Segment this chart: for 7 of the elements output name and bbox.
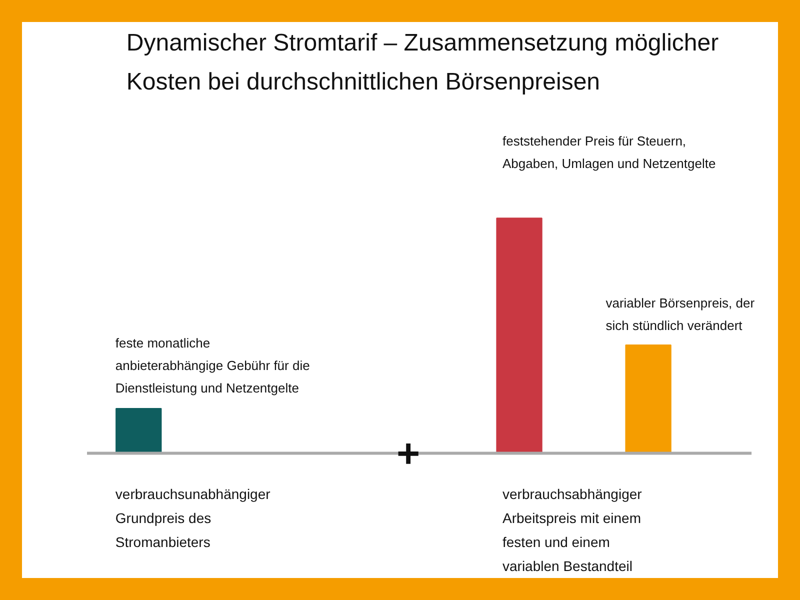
annotation: feste monatliche anbieterabhängige Gebühr für die Dienstleistung und Netzentgelte [115, 336, 310, 396]
annotation: variabler Börsenpreis, der sich stündlich verändert [606, 296, 756, 334]
annotation: + [396, 432, 420, 476]
chart-title: Dynamischer Stromtarif – Zusammensetzung möglicher Kosten bei durchschnittlichen Börsenpreisen [126, 29, 719, 96]
text: verbrauchsabhängiger Arbeitspreis mit einem festen und einem variablen Bestandteil [502, 486, 642, 574]
text: verbrauchsunabhängiger Grundpreis des Stromanbieters [115, 486, 271, 550]
text: feststehender Preis für Steuern, Abgaben, Umlagen und Netzentgelte [502, 133, 716, 171]
